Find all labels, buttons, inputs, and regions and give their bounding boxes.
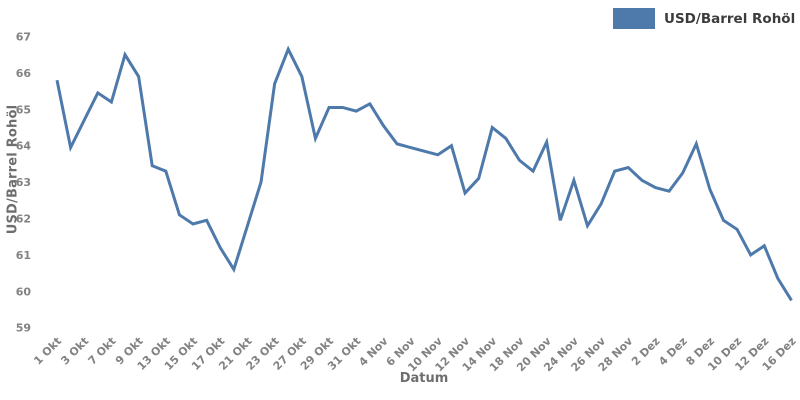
x-tick-label: 4 Nov <box>356 334 391 369</box>
legend: USD/Barrel Rohöl <box>613 8 795 29</box>
y-tick-label: 63 <box>16 176 31 189</box>
price-line <box>55 45 793 302</box>
x-tick-label: 3 Okt <box>58 335 91 368</box>
legend-label: USD/Barrel Rohöl <box>664 10 796 27</box>
y-tick-label: 60 <box>16 285 32 298</box>
y-axis-title: USD/Barrel Rohöl <box>5 104 21 235</box>
x-tick-label: 2 Dez <box>629 335 663 369</box>
legend-swatch <box>613 8 655 29</box>
y-tick-label: 61 <box>16 249 31 262</box>
x-axis-title: Datum <box>399 371 449 386</box>
x-tick-label: 1 Okt <box>31 335 64 368</box>
x-tick-label: 7 Okt <box>86 335 119 368</box>
y-tick-label: 67 <box>16 31 31 44</box>
y-tick-label: 59 <box>16 322 31 335</box>
y-tick-label: 62 <box>16 213 31 226</box>
y-tick-label: 66 <box>16 67 32 80</box>
x-tick-label: 4 Dez <box>656 335 690 369</box>
y-tick-label: 65 <box>16 103 31 116</box>
y-tick-label: 64 <box>16 140 32 153</box>
